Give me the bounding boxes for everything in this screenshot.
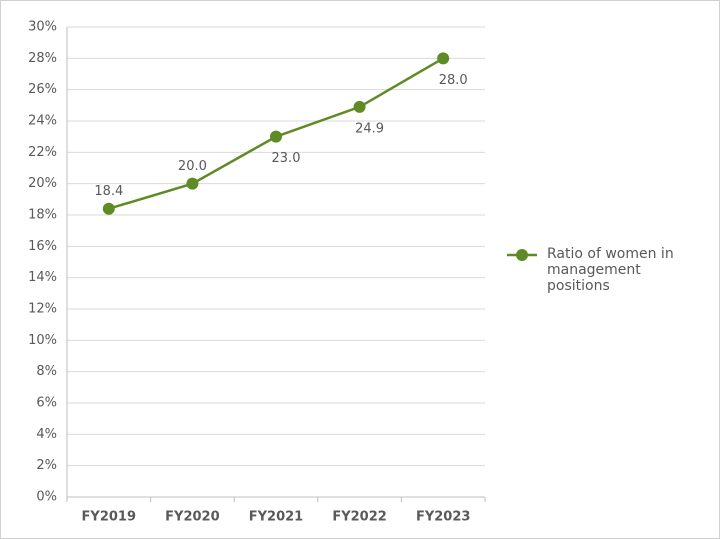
data-point xyxy=(353,100,366,113)
y-tick-label: 14% xyxy=(28,270,57,285)
y-tick-label: 8% xyxy=(36,364,57,379)
data-point xyxy=(437,52,450,65)
x-tick-label: FY2020 xyxy=(165,510,219,525)
data-label: 18.4 xyxy=(94,184,123,199)
y-tick-label: 18% xyxy=(28,208,57,223)
data-label: 23.0 xyxy=(272,151,301,166)
y-tick-label: 30% xyxy=(28,20,57,35)
legend-label: Ratio of women in management positions xyxy=(547,246,674,294)
data-point xyxy=(270,130,282,143)
y-tick-label: 0% xyxy=(36,490,57,505)
data-label: 28.0 xyxy=(439,73,468,88)
y-tick-label: 26% xyxy=(28,82,57,97)
data-point xyxy=(102,202,115,215)
x-tick-label: FY2019 xyxy=(82,510,136,525)
data-point xyxy=(186,177,199,190)
y-tick-label: 22% xyxy=(28,145,57,160)
y-tick-label: 4% xyxy=(36,427,57,442)
legend-marker xyxy=(516,249,528,261)
y-tick-label: 6% xyxy=(36,396,57,411)
y-tick-label: 20% xyxy=(28,176,57,191)
y-tick-label: 10% xyxy=(28,333,57,348)
data-label: 20.0 xyxy=(178,159,207,174)
y-tick-label: 24% xyxy=(28,114,57,129)
x-tick-label: FY2022 xyxy=(332,510,386,525)
y-tick-label: 28% xyxy=(28,51,57,66)
y-tick-label: 12% xyxy=(28,302,57,317)
y-tick-label: 2% xyxy=(36,458,57,473)
x-tick-label: FY2021 xyxy=(249,510,303,525)
x-tick-label: FY2023 xyxy=(416,510,470,525)
data-label: 24.9 xyxy=(355,121,384,136)
y-tick-label: 16% xyxy=(28,239,57,254)
